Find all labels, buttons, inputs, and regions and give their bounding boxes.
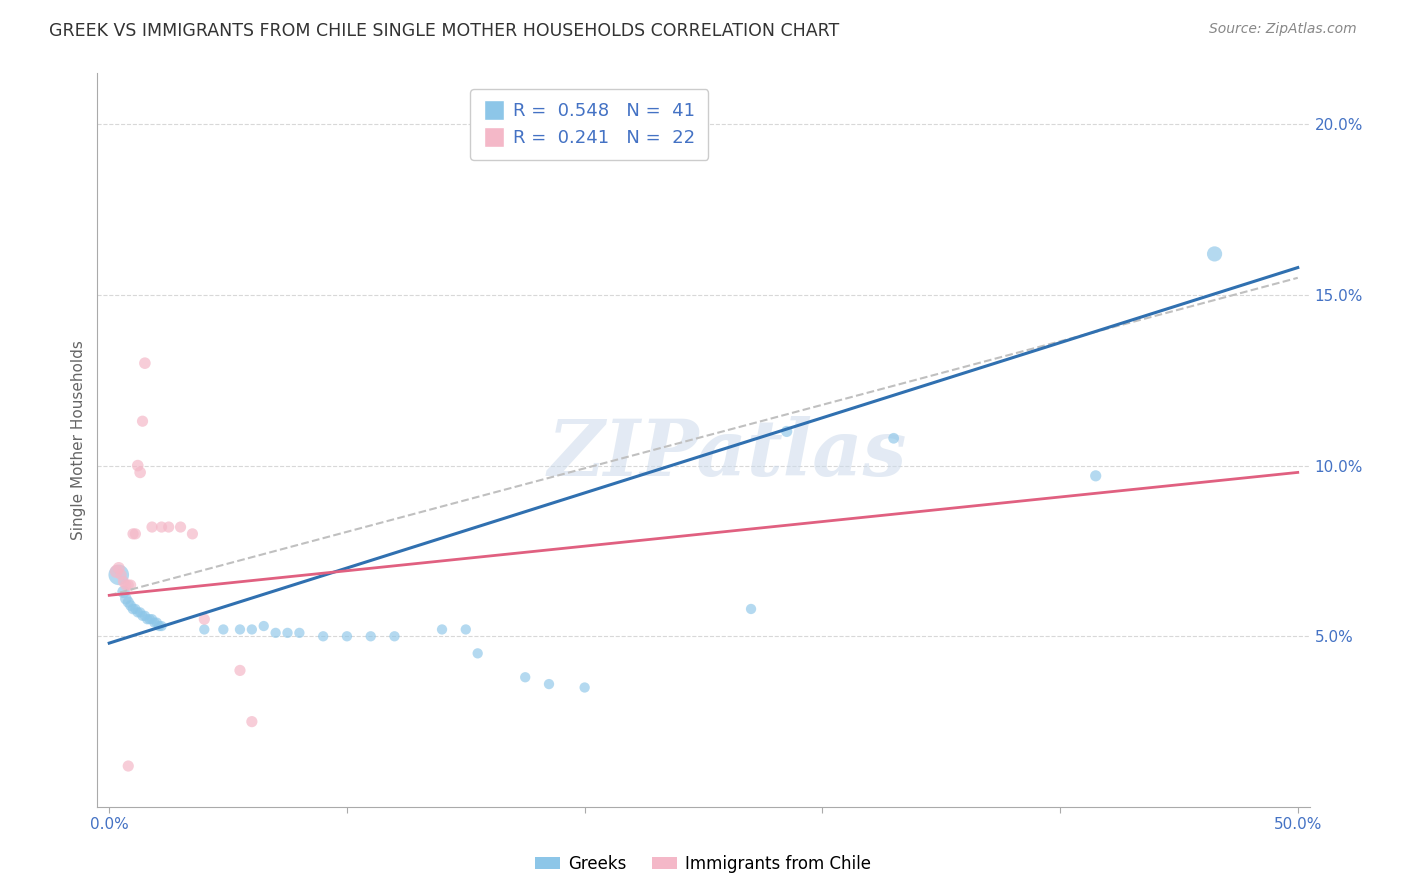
Point (131, 608, 153, 623)
Point (883, 431, 905, 445)
Point (276, 625, 298, 640)
Point (124, 602, 146, 616)
Point (143, 615, 166, 630)
Point (107, 561, 129, 575)
Point (115, 591, 138, 606)
Point (193, 623, 215, 637)
Point (467, 646, 489, 660)
Point (169, 520, 191, 534)
Point (1084, 468, 1107, 483)
Text: GREEK VS IMMIGRANTS FROM CHILE SINGLE MOTHER HOUSEHOLDS CORRELATION CHART: GREEK VS IMMIGRANTS FROM CHILE SINGLE MO… (49, 22, 839, 40)
Point (537, 677, 560, 691)
Point (264, 625, 287, 640)
Point (110, 567, 132, 582)
Point (136, 612, 159, 626)
Point (336, 629, 359, 643)
Point (229, 623, 252, 637)
Point (312, 629, 335, 643)
Point (148, 619, 170, 633)
Point (157, 520, 180, 534)
Point (122, 602, 145, 616)
Point (141, 612, 163, 626)
Point (150, 619, 173, 633)
Point (129, 606, 152, 620)
Legend: Greeks, Immigrants from Chile: Greeks, Immigrants from Chile (529, 848, 877, 880)
Point (240, 714, 263, 729)
Point (776, 425, 799, 439)
Legend: R =  0.548   N =  41, R =  0.241   N =  22: R = 0.548 N = 41, R = 0.241 N = 22 (470, 89, 709, 160)
Point (1204, 247, 1226, 261)
Point (288, 625, 311, 640)
Point (515, 670, 537, 684)
Point (107, 567, 129, 582)
Point (138, 612, 160, 626)
Point (122, 527, 145, 541)
Point (117, 759, 139, 773)
Text: Source: ZipAtlas.com: Source: ZipAtlas.com (1209, 22, 1357, 37)
Point (115, 578, 138, 592)
Point (129, 466, 152, 480)
Point (150, 520, 173, 534)
Point (134, 356, 156, 370)
Point (181, 527, 204, 541)
Point (134, 608, 156, 623)
Point (127, 458, 149, 473)
Point (360, 629, 382, 643)
Point (105, 565, 128, 579)
Y-axis label: Single Mother Households: Single Mother Households (72, 340, 86, 540)
Point (120, 578, 142, 592)
Point (124, 527, 146, 541)
Text: ZIPatlas: ZIPatlas (548, 417, 907, 493)
Point (212, 623, 235, 637)
Point (120, 599, 142, 613)
Point (146, 615, 169, 630)
Point (240, 623, 263, 637)
Point (112, 574, 135, 589)
Point (131, 414, 153, 428)
Point (112, 585, 135, 599)
Point (193, 612, 215, 626)
Point (229, 664, 252, 678)
Point (253, 619, 276, 633)
Point (574, 681, 596, 695)
Point (117, 578, 139, 592)
Point (740, 602, 762, 616)
Point (430, 623, 453, 637)
Point (141, 520, 163, 534)
Point (454, 623, 477, 637)
Point (117, 595, 139, 609)
Point (127, 606, 149, 620)
Point (384, 629, 406, 643)
